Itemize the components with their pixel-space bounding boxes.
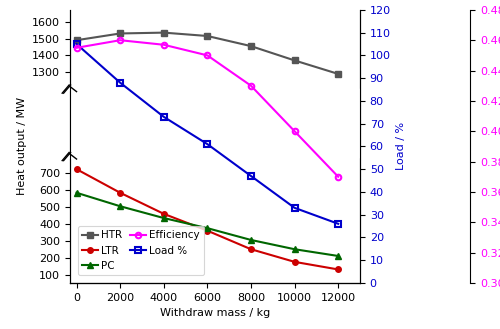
Y-axis label: Heat output / MW: Heat output / MW [16, 97, 26, 195]
PC [248, 238, 254, 242]
PC [117, 204, 123, 208]
LTR [161, 212, 167, 216]
LTR [292, 260, 298, 264]
HTR [161, 31, 167, 35]
Legend: HTR, LTR, PC, Efficiency, Load %: HTR, LTR, PC, Efficiency, Load % [78, 226, 204, 275]
Efficiency [161, 43, 167, 47]
Load % [161, 115, 167, 119]
LTR [248, 247, 254, 251]
PC [335, 254, 341, 258]
Efficiency [74, 46, 80, 50]
Bar [70, 89, 360, 157]
Efficiency [292, 129, 298, 133]
Efficiency [335, 175, 341, 179]
Y-axis label: Load / %: Load / % [396, 122, 406, 170]
Bar [70, 89, 360, 157]
Load % [74, 42, 80, 46]
HTR [117, 32, 123, 36]
Line: Efficiency: Efficiency [74, 38, 341, 180]
LTR [335, 267, 341, 271]
Load % [204, 142, 210, 146]
PC [292, 247, 298, 251]
HTR [248, 44, 254, 48]
Efficiency [117, 38, 123, 42]
LTR [204, 229, 210, 233]
LTR [117, 191, 123, 195]
Efficiency [204, 53, 210, 57]
PC [204, 226, 210, 230]
HTR [292, 59, 298, 63]
HTR [74, 38, 80, 42]
Line: LTR: LTR [74, 166, 341, 272]
Line: Load %: Load % [74, 41, 341, 227]
Load % [117, 81, 123, 85]
Line: PC: PC [74, 190, 341, 259]
Load % [248, 174, 254, 178]
Line: HTR: HTR [74, 30, 341, 77]
HTR [335, 72, 341, 76]
Efficiency [248, 84, 254, 88]
X-axis label: Withdraw mass / kg: Withdraw mass / kg [160, 308, 270, 318]
LTR [74, 167, 80, 171]
HTR [204, 34, 210, 38]
Load % [292, 206, 298, 210]
Load % [335, 222, 341, 226]
PC [161, 216, 167, 220]
PC [74, 191, 80, 195]
